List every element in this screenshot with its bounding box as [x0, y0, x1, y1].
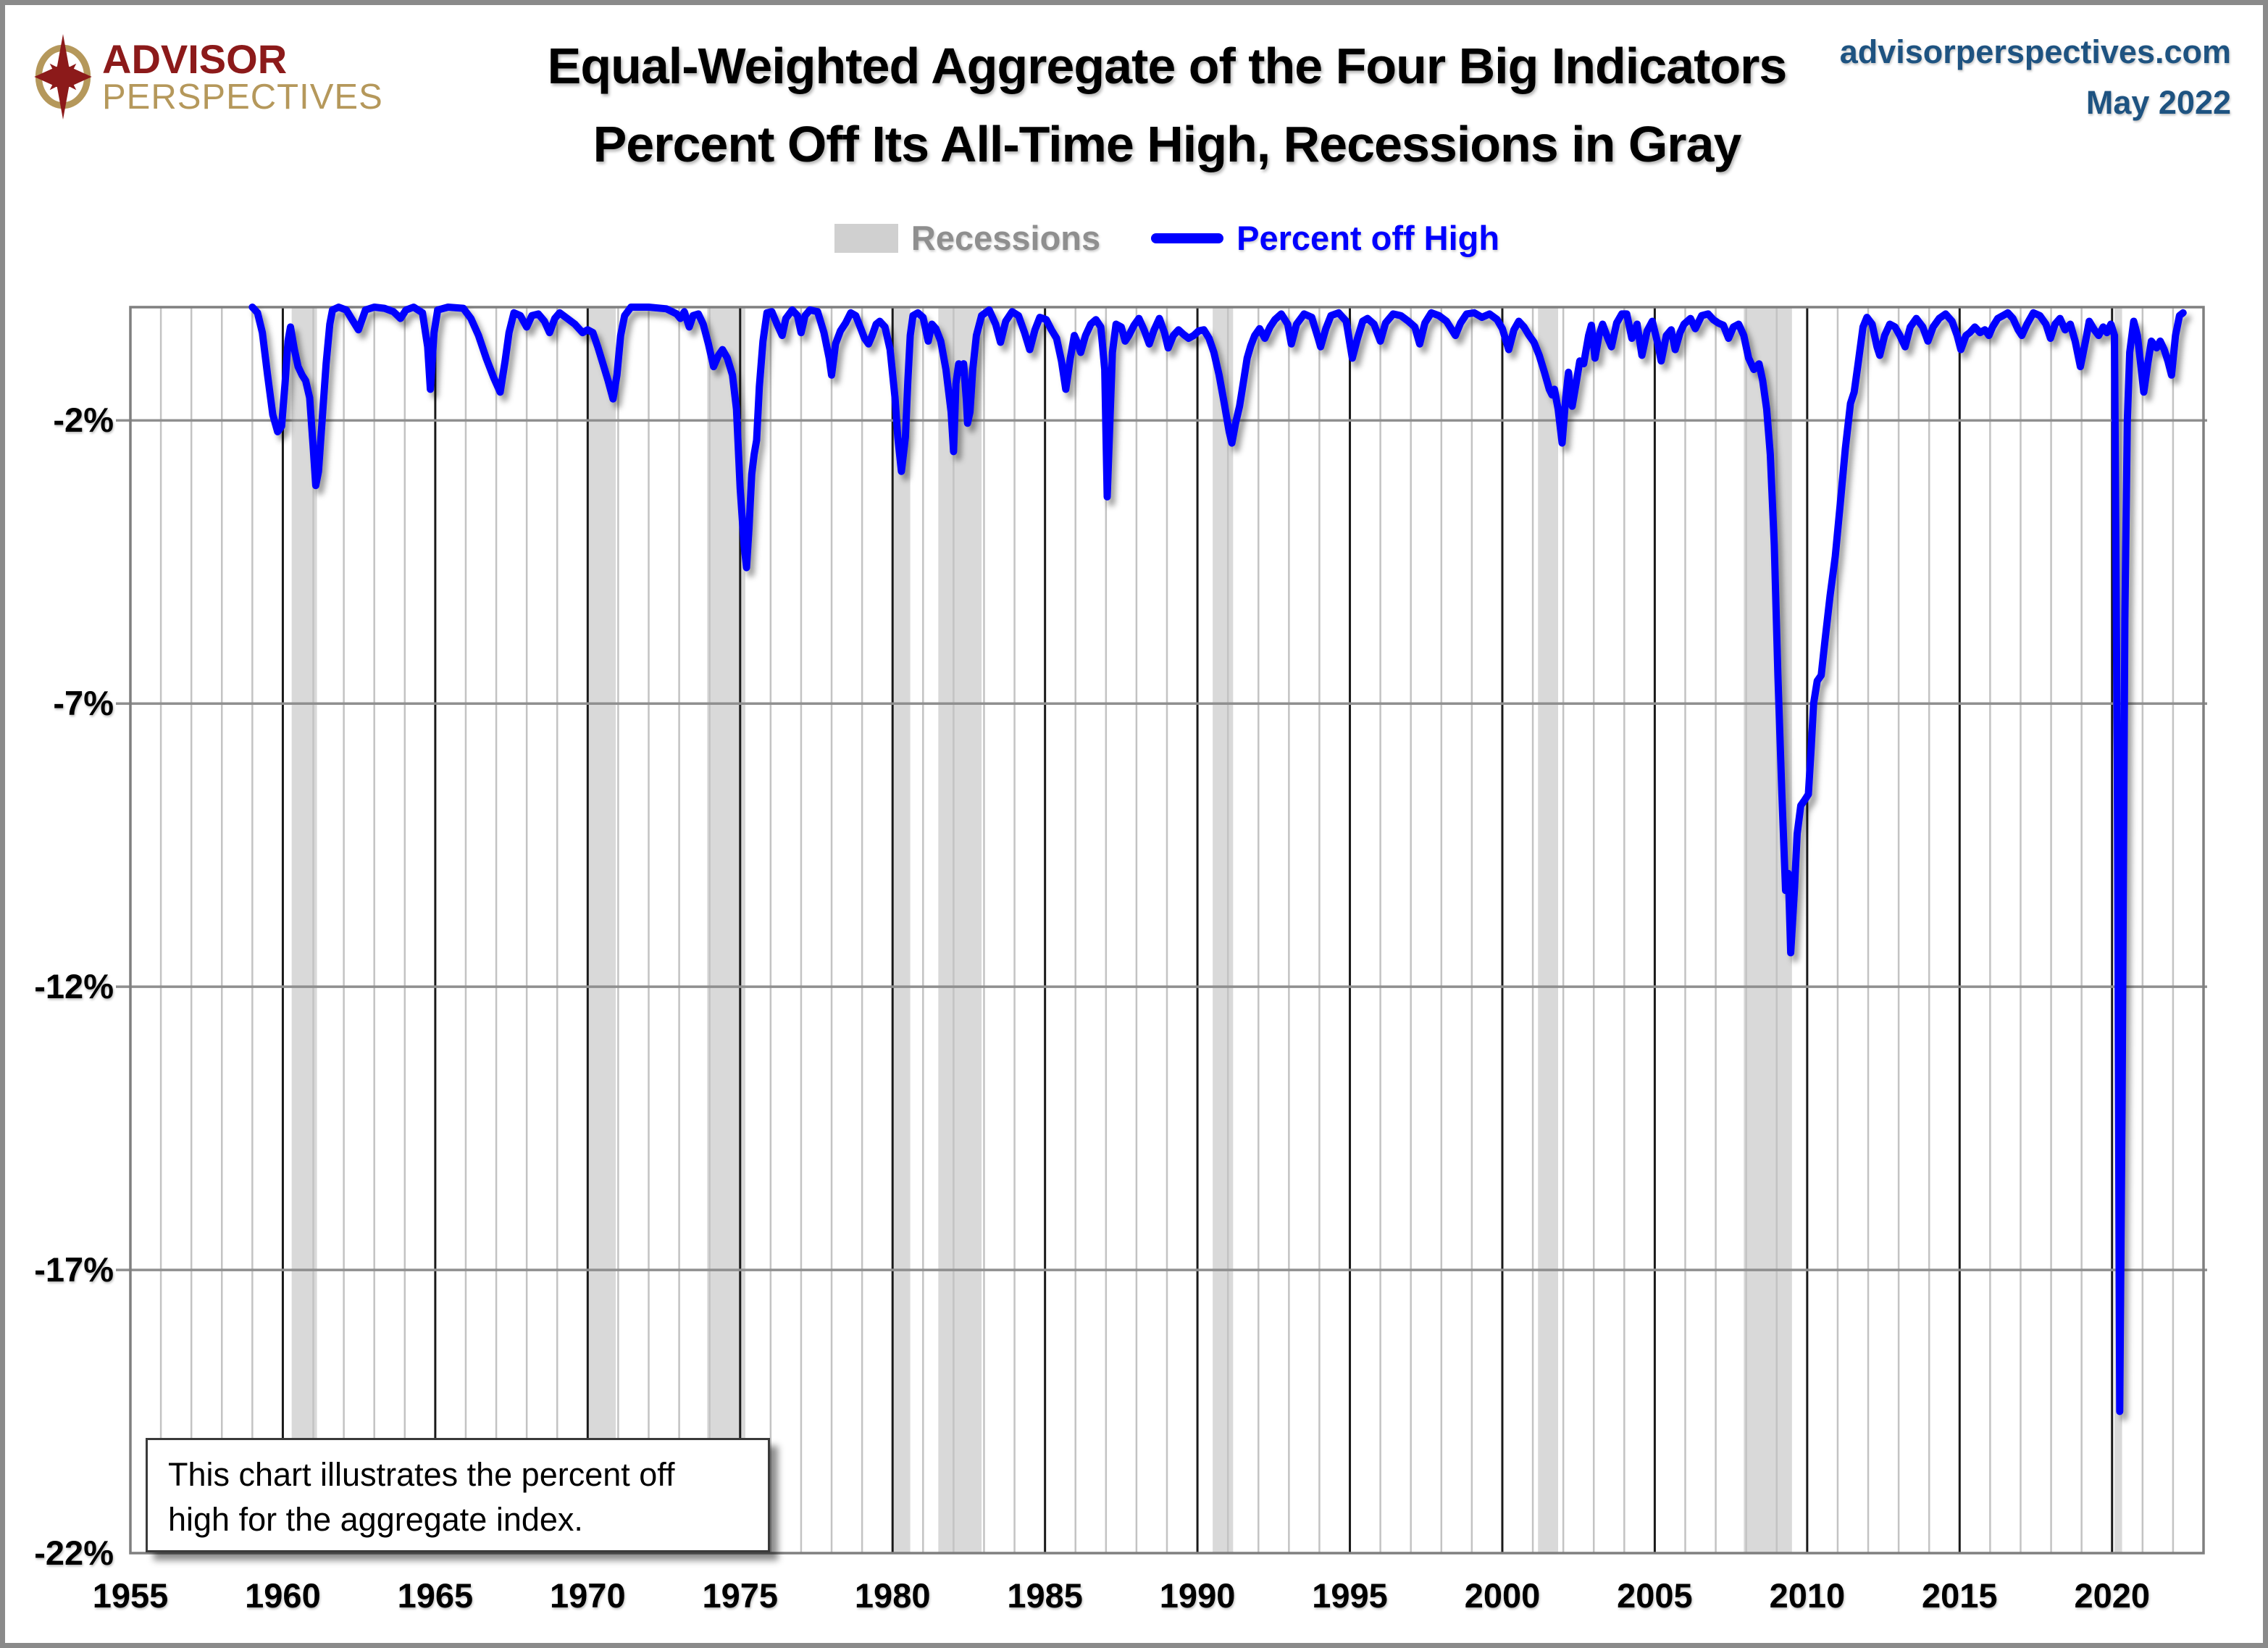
recession-band	[1538, 307, 1558, 1553]
note-line-1: This chart illustrates the percent off	[168, 1456, 675, 1493]
x-tick-label: 2005	[1617, 1576, 1693, 1615]
x-tick-label: 1960	[245, 1576, 321, 1615]
y-tick-label: -17%	[34, 1250, 114, 1289]
recession-band	[587, 307, 616, 1553]
x-tick-label: 2020	[2074, 1576, 2151, 1615]
recession-band	[938, 307, 982, 1553]
y-tick-label: -7%	[53, 684, 114, 723]
x-tick-label: 1980	[854, 1576, 931, 1615]
y-tick-label: -12%	[34, 967, 114, 1006]
x-tick-label: 1990	[1159, 1576, 1236, 1615]
source-site: advisorperspectives.com	[1839, 33, 2231, 70]
compass-star-icon	[34, 34, 92, 120]
x-tick-label: 1970	[550, 1576, 626, 1615]
recession-band	[1744, 307, 1792, 1553]
legend-label-recessions: Recessions	[911, 219, 1101, 257]
x-tick-label: 1995	[1312, 1576, 1388, 1615]
x-tick-label: 1985	[1007, 1576, 1083, 1615]
x-tick-label: 1955	[92, 1576, 169, 1615]
y-tick-label: -22%	[34, 1534, 114, 1572]
note-line-2: high for the aggregate index.	[168, 1501, 583, 1539]
x-tick-label: 2000	[1464, 1576, 1541, 1615]
plot-border	[129, 306, 2205, 1555]
x-tick-label: 2010	[1769, 1576, 1846, 1615]
advisor-perspectives-logo: ADVISOR PERSPECTIVES	[34, 34, 383, 120]
logo-text-advisor: ADVISOR	[102, 36, 288, 82]
percent-off-high-line	[248, 304, 2187, 1415]
note-box: This chart illustrates the percent off h…	[146, 1438, 770, 1552]
source-attribution: advisorperspectives.com May 2022	[1840, 27, 2231, 128]
title-line-2: Percent Off Its All-Time High, Recession…	[593, 116, 1742, 172]
recession-band	[1213, 307, 1234, 1553]
recessions-swatch	[834, 223, 898, 253]
series-line-swatch	[1151, 233, 1224, 243]
x-tick-label: 2015	[1922, 1576, 1998, 1615]
x-tick-label: 1965	[397, 1576, 474, 1615]
logo-text-perspectives: PERSPECTIVES	[102, 78, 383, 117]
x-tick-label: 1975	[702, 1576, 779, 1615]
source-date: May 2022	[2085, 83, 2231, 121]
legend: Recessions Percent off High	[130, 218, 2204, 258]
chart-plot	[116, 304, 2207, 1555]
title-line-1: Equal-Weighted Aggregate of the Four Big…	[547, 38, 1788, 94]
y-tick-label: -2%	[53, 401, 114, 440]
legend-label-percent-off-high: Percent off High	[1236, 219, 1500, 257]
recession-band	[892, 307, 911, 1553]
